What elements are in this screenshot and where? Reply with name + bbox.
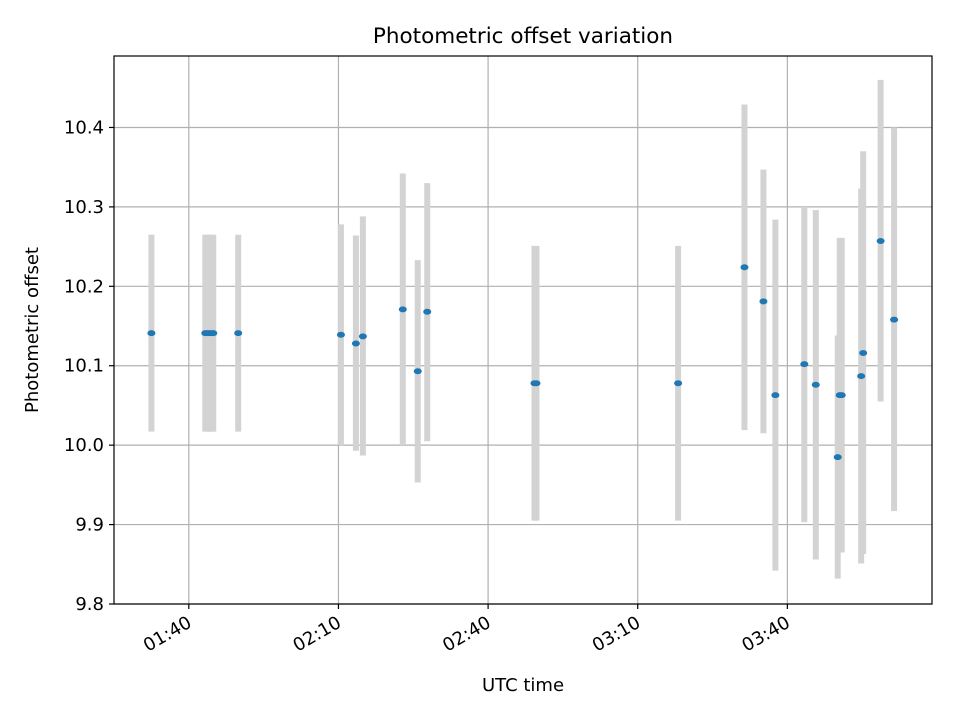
y-tick-label: 10.4 (64, 117, 104, 138)
axes-frame (113, 55, 933, 605)
data-point (336, 331, 345, 338)
data-point (532, 380, 541, 387)
data-point (890, 316, 899, 323)
data-point (398, 306, 407, 313)
data-point (423, 308, 432, 315)
data-point (876, 238, 885, 245)
y-tick-label: 10.0 (64, 435, 104, 456)
data-point (857, 373, 866, 380)
y-tick-label: 10.3 (64, 197, 104, 218)
x-axis-title: UTC time (482, 675, 564, 696)
data-point (771, 392, 780, 399)
data-point (759, 298, 768, 305)
data-point (837, 392, 846, 399)
data-point (413, 368, 422, 375)
y-axis-title: Photometric offset (22, 247, 43, 413)
data-point (859, 350, 868, 357)
data-point (147, 330, 156, 337)
data-point (833, 454, 842, 461)
data-point (358, 333, 367, 340)
chart-title: Photometric offset variation (373, 24, 673, 49)
data-point (811, 381, 820, 388)
data-point (740, 264, 749, 271)
data-point (674, 380, 683, 387)
y-tick-label: 10.1 (64, 356, 104, 377)
data-point (800, 361, 809, 368)
y-tick-label: 10.2 (64, 276, 104, 297)
data-point (209, 330, 218, 337)
y-tick-label: 9.8 (75, 594, 104, 615)
data-point (234, 330, 243, 337)
data-points (147, 238, 899, 461)
y-axis-ticks: 9.8 9.9 10.0 10.1 10.2 10.3 10.4 (64, 117, 114, 615)
data-point (351, 340, 360, 347)
y-tick-label: 9.9 (75, 515, 104, 536)
